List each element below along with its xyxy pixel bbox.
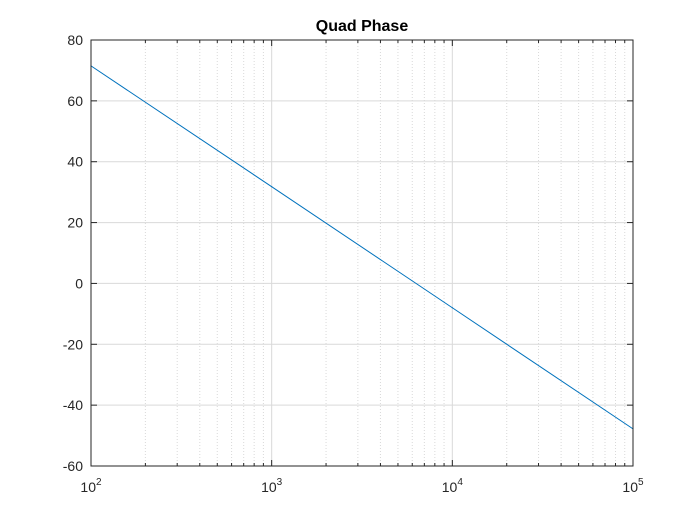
phase-point [271,186,273,188]
x-tick-base: 10 [261,479,277,495]
x-tick-labels: 102 103 104 105 [80,477,644,495]
ticks [90,39,634,467]
y-tick-label: 80 [67,32,83,48]
y-tick-label: -40 [63,397,83,413]
y-tick-label: 60 [67,93,83,109]
x-tick-exponent: 2 [96,477,102,488]
x-tick-exponent: 5 [638,477,644,488]
plot-area [91,40,633,466]
x-tick-base: 10 [442,479,458,495]
phase-line [90,65,634,430]
y-tick-labels: 80 60 40 20 0 -20 -40 -60 [63,32,83,474]
x-tick-label: 104 [442,477,464,495]
y-tick-label: -20 [63,336,83,352]
x-tick-base: 10 [622,479,638,495]
x-tick-base: 10 [80,479,96,495]
axes-box [90,39,634,467]
x-tick-label: 103 [261,477,283,495]
x-tick-label: 102 [80,477,102,495]
y-tick-label: 20 [67,215,83,231]
x-tick-label: 105 [622,477,644,495]
y-tick-label: 0 [75,275,83,291]
y-tick-label: 40 [67,154,83,170]
phase-point [451,307,453,309]
x-tick-exponent: 3 [277,477,283,488]
y-tick-label: -60 [63,458,83,474]
x-tick-exponent: 4 [457,477,463,488]
chart-title: Quad Phase [316,18,409,35]
